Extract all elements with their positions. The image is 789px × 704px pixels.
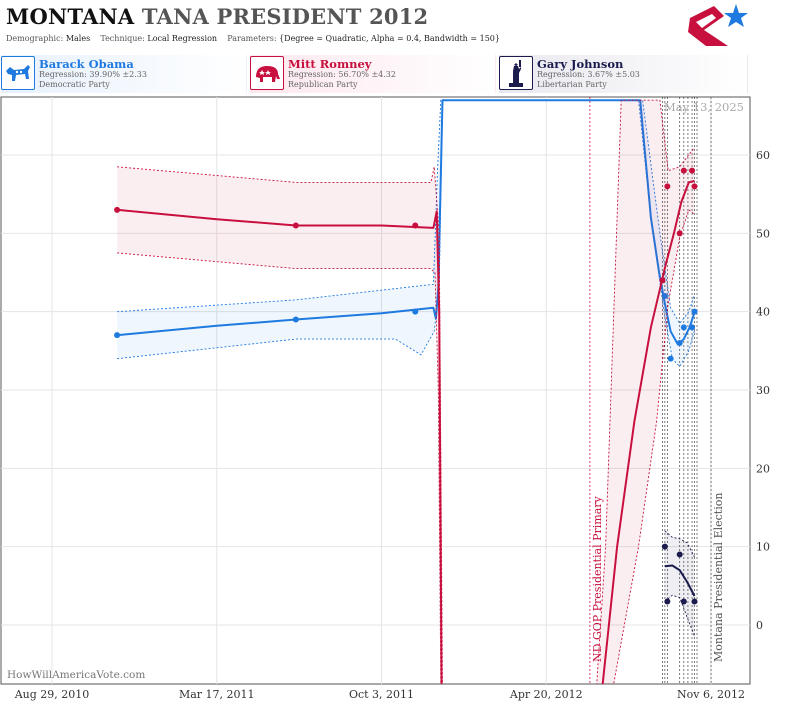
candidate-regression: Regression: 56.70% ±4.32 [288, 70, 396, 79]
x-tick-label: Aug 29, 2010 [14, 688, 90, 701]
poll-point [676, 230, 683, 237]
poll-point [664, 183, 671, 190]
poll-point [691, 598, 698, 605]
confidence-band [117, 100, 695, 367]
parameters-value: {Degree = Quadratic, Alpha = 0.4, Bandwi… [279, 34, 500, 43]
band-lower-line [664, 594, 695, 637]
y-tick-label: 10 [756, 541, 770, 554]
poll-point [691, 183, 698, 190]
plot-area [114, 97, 712, 684]
x-tick-label: Mar 17, 2011 [179, 688, 255, 701]
poll-point [661, 293, 668, 299]
parameters-line: Demographic: Males Technique: Local Regr… [6, 34, 500, 43]
y-tick-label: 50 [756, 227, 770, 240]
y-tick-label: 0 [756, 619, 763, 632]
candidate-legend: Barack Obama Regression: 39.90% ±2.33 De… [0, 55, 789, 93]
y-tick-label: 30 [756, 384, 770, 397]
poll-point [680, 598, 687, 605]
candidate-regression: Regression: 39.90% ±2.33 [39, 70, 147, 79]
watermark: HowWillAmericaVote.com [7, 669, 145, 681]
poll-point [412, 222, 419, 229]
elephant-icon [250, 56, 284, 90]
candidate-party: Democratic Party [39, 80, 110, 89]
poll-point [412, 308, 419, 315]
annotation-label: ND GOP Presidential Primary [591, 495, 604, 662]
donkey-icon [1, 56, 35, 90]
poll-point [676, 551, 683, 558]
y-tick-label: 40 [756, 306, 770, 319]
trend-line [117, 179, 695, 684]
candidate-party: Republican Party [288, 80, 358, 89]
poll-point [676, 340, 683, 346]
candidate-regression: Regression: 3.67% ±5.03 [537, 70, 640, 79]
band-upper-line [664, 530, 695, 558]
title-state: MONTANA [6, 4, 135, 29]
statue-of-liberty-icon [499, 56, 533, 90]
page-title: MONTANA TANA PRESIDENT 2012 [6, 4, 428, 29]
band-lower-line [117, 209, 695, 684]
poll-point [292, 222, 299, 229]
x-tick-label: Apr 20, 2012 [509, 688, 583, 701]
candidate-card-romney[interactable]: Mitt Romney Regression: 56.70% ±4.32 Rep… [249, 55, 496, 93]
poll-point [680, 324, 687, 331]
annotation-label: Montana Presidential Election [712, 493, 725, 662]
parameters-label: Parameters: [227, 34, 277, 43]
poll-point [114, 206, 121, 213]
poll-point [664, 598, 671, 605]
candidate-name: Gary Johnson [537, 57, 624, 71]
header: MONTANA TANA PRESIDENT 2012 Demographic:… [0, 0, 789, 52]
poll-point [292, 316, 299, 323]
date-stamp: May 13, 2025 [664, 100, 744, 114]
candidate-card-obama[interactable]: Barack Obama Regression: 39.90% ±2.33 De… [0, 55, 247, 93]
candidate-name: Mitt Romney [288, 57, 372, 71]
candidate-name: Barack Obama [39, 57, 134, 71]
title-election: TANA PRESIDENT 2012 [141, 4, 429, 29]
technique-label: Technique: [100, 34, 145, 43]
poll-point [680, 167, 687, 174]
demographic-label: Demographic: [6, 34, 64, 43]
candidate-party: Libertarian Party [537, 80, 607, 89]
poll-point [659, 277, 666, 284]
poll-point [689, 167, 696, 174]
y-tick-label: 60 [756, 149, 770, 162]
poll-point [661, 543, 668, 550]
demographic-value: Males [65, 34, 91, 43]
x-tick-label: Oct 3, 2011 [349, 688, 414, 701]
x-tick-label: Nov 6, 2012 [677, 688, 745, 701]
site-logo [688, 4, 748, 46]
poll-point [691, 308, 698, 315]
y-tick-label: 20 [756, 462, 770, 475]
candidate-card-johnson[interactable]: Gary Johnson Regression: 3.67% ±5.03 Lib… [498, 55, 748, 93]
poll-point [689, 324, 696, 331]
technique-value: Local Regression [147, 34, 218, 43]
poll-point [114, 332, 121, 339]
band-upper-line [117, 99, 695, 325]
confidence-band [117, 100, 695, 684]
poll-point [667, 355, 674, 362]
confidence-band [664, 531, 695, 636]
trend-line [664, 564, 696, 597]
